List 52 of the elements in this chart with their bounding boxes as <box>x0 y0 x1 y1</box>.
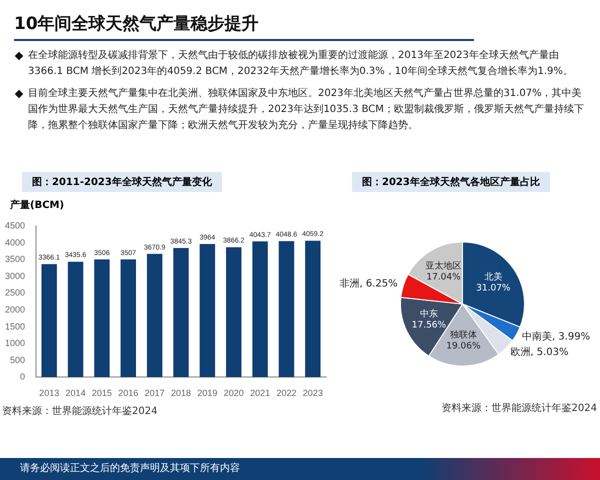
data-label: 17.56% <box>412 320 447 330</box>
x-tick-label: 2015 <box>92 388 112 398</box>
slice-label: 非洲, 6.25% <box>339 277 398 290</box>
y-tick-label: 2500 <box>4 288 26 298</box>
data-label: 17.04% <box>426 272 462 282</box>
y-tick-label: 500 <box>10 354 26 365</box>
slice-label: 中东 <box>420 308 438 320</box>
data-label: 31.07% <box>476 284 511 294</box>
data-label: 19.06% <box>446 342 481 352</box>
x-tick-label: 2016 <box>118 388 138 398</box>
x-tick-label: 2013 <box>39 388 60 398</box>
slice-label: 亚太地区 <box>426 260 462 272</box>
slice-label: 独联体 <box>450 330 477 341</box>
text: 在全球能源转型及碳减排背景下，天然气由于较低的碳排放被视为重要的过渡能源，2013年至2023年全球天然气产量由3366.1 BCM 增长到2023年的4059.2 BCM，20232年天然产量增长率为0.3%，10年间全球天然气复合增长率为1.9%。 <box>28 50 573 77</box>
x-tick-label: 2017 <box>144 388 165 398</box>
y-tick-label: 4000 <box>4 237 26 248</box>
text: 10年间全球天然气产量稳步提升 <box>14 12 474 41</box>
chart-title: 图：2023年全球天然气各地区产量占比 <box>352 172 550 192</box>
y-tick-label: 3000 <box>4 270 26 281</box>
y-tick-label: 1500 <box>4 321 26 332</box>
bar <box>305 240 321 378</box>
x-tick-label: 2023 <box>302 388 323 398</box>
x-tick-label: 2021 <box>250 388 270 398</box>
y-tick-label: 1000 <box>4 338 26 348</box>
slice-label: 中南美, 3.99% <box>522 330 590 343</box>
x-tick-label: 2019 <box>197 388 218 398</box>
bar <box>146 254 162 378</box>
text: 资料来源：世界能源统计年鉴2024 <box>2 404 158 418</box>
bar <box>252 241 268 378</box>
chart-title: 图：2011-2023年全球天然气产量变化 <box>22 172 222 192</box>
x-tick-label: 2022 <box>276 388 296 398</box>
y-tick-label: 3500 <box>4 254 26 264</box>
bar <box>41 264 57 378</box>
y-tick-label: 4500 <box>4 220 26 230</box>
bar <box>226 247 242 378</box>
bar <box>200 244 216 378</box>
y-tick-label: 2000 <box>4 304 26 314</box>
text: 资料来源：世界能源统计年鉴2024 <box>440 402 597 415</box>
y-tick-label: 0 <box>20 372 26 382</box>
slice-label: 欧洲, 5.03% <box>510 346 568 358</box>
bar <box>278 241 294 378</box>
x-tick-label: 2018 <box>170 388 192 398</box>
bar <box>68 262 84 378</box>
y-axis-title: 产量(BCM) <box>10 198 66 212</box>
x-tick-label: 2014 <box>66 388 86 398</box>
text: 请务必阅读正文之后的免责声明及其项下所有内容 <box>0 458 600 480</box>
bar <box>173 248 189 378</box>
bar <box>94 259 110 378</box>
slice-label: 北美 <box>484 272 502 282</box>
bar <box>120 259 136 378</box>
x-tick-label: 2020 <box>224 388 244 398</box>
text: 目前全球主要天然气产量集中在北美洲、独联体国家及中东地区。2023年北美地区天然气产量占世界总量的31.07%，其中美国作为世界最大天然气生产国，天然气产量持续提升，2023年达到1035.3 BCM；欧盟制裁俄罗斯，俄罗斯天然气产量持续下降，拖累整个独联体国家产量下降；欧洲天然气开发较为充分，产量呈现持续下降趋势。 <box>28 88 584 131</box>
